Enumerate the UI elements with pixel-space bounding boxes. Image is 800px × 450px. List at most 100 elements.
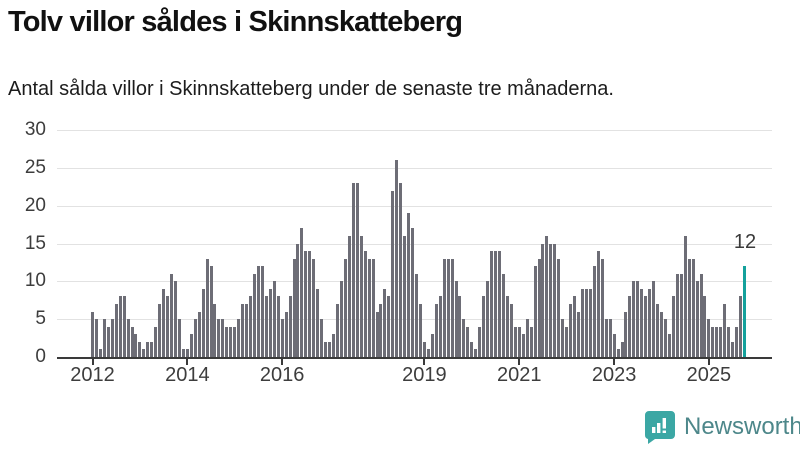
bar — [470, 341, 474, 357]
bar — [533, 266, 537, 357]
newsworthy-logo-icon — [644, 411, 675, 444]
bar — [237, 319, 241, 357]
y-axis-tick-label: 15 — [24, 232, 46, 254]
gridline — [57, 319, 772, 321]
bar — [134, 334, 138, 357]
bar — [620, 341, 624, 357]
bar — [260, 266, 264, 357]
bar — [316, 288, 320, 357]
bar — [296, 243, 300, 357]
bar — [201, 288, 205, 357]
bar — [185, 349, 189, 357]
bar — [383, 288, 387, 357]
y-axis-tick-label: 0 — [35, 346, 46, 367]
gridline — [57, 130, 772, 131]
chart-subtitle: Antal sålda villor i Skinnskatteberg und… — [8, 78, 614, 100]
bar — [569, 304, 573, 357]
bar — [541, 243, 545, 357]
bar — [162, 288, 166, 357]
bar — [304, 251, 308, 357]
bar — [505, 296, 509, 357]
bar — [482, 296, 486, 357]
bar — [584, 288, 588, 357]
bar — [699, 273, 703, 357]
bar — [624, 311, 628, 357]
bar — [253, 273, 256, 357]
bar — [628, 296, 632, 357]
bar — [375, 311, 379, 357]
bar — [300, 228, 304, 357]
bar — [268, 288, 272, 357]
bar — [573, 296, 577, 357]
y-axis-tick-label: 10 — [24, 270, 46, 292]
bar — [288, 296, 292, 357]
bar — [351, 182, 355, 357]
bar — [671, 296, 675, 357]
bar — [324, 341, 328, 357]
gridline — [57, 243, 772, 245]
bar — [181, 349, 185, 357]
bar — [663, 319, 667, 357]
bar — [335, 304, 339, 357]
x-axis-tick — [91, 359, 94, 365]
bar — [209, 266, 213, 357]
x-axis-tick — [613, 359, 616, 365]
bar — [280, 319, 284, 357]
bar — [221, 319, 225, 357]
bar — [537, 258, 541, 357]
bar — [458, 296, 462, 357]
bar — [486, 281, 490, 357]
bar — [363, 251, 367, 357]
bar — [166, 296, 170, 357]
bar — [170, 273, 174, 357]
bar — [106, 326, 110, 357]
bar — [399, 182, 403, 357]
bar — [391, 190, 395, 357]
bar — [652, 281, 656, 357]
bar — [723, 304, 727, 357]
bar — [592, 266, 596, 357]
bar — [371, 258, 375, 357]
bar — [189, 334, 193, 357]
bar — [197, 311, 201, 357]
bar — [130, 326, 134, 357]
bar — [403, 235, 407, 357]
bar — [660, 311, 664, 357]
bar — [415, 273, 419, 357]
bar — [715, 326, 719, 357]
x-axis-tick-label: 2014 — [165, 364, 210, 386]
bar — [498, 251, 501, 357]
bar — [529, 326, 533, 357]
x-axis-tick — [281, 359, 284, 365]
bar — [679, 273, 683, 357]
bar-chart-plot-area — [57, 130, 772, 359]
bar — [474, 349, 478, 357]
bar — [98, 349, 102, 357]
bar — [249, 296, 253, 357]
x-axis-tick-label: 2019 — [402, 364, 447, 386]
bar — [719, 326, 723, 357]
bar — [636, 281, 640, 357]
x-axis-tick-label: 2012 — [70, 364, 115, 386]
bar — [430, 334, 434, 357]
bar — [395, 160, 399, 357]
bar — [703, 296, 707, 357]
bar — [509, 304, 513, 357]
bar — [735, 326, 739, 357]
bar — [138, 341, 142, 357]
bar — [177, 319, 181, 357]
bar — [312, 258, 316, 357]
bar — [118, 296, 122, 357]
bar — [407, 213, 411, 357]
y-axis-tick-label: 5 — [35, 308, 46, 330]
newsworthy-logo: Newsworthy — [644, 410, 800, 444]
bar — [355, 182, 359, 357]
bar — [648, 288, 652, 357]
bar — [549, 243, 553, 357]
page-title: Tolv villor såldes i Skinnskatteberg — [8, 6, 463, 38]
bar — [691, 258, 695, 357]
bar — [616, 349, 620, 357]
gridline — [57, 167, 772, 169]
bar — [707, 319, 711, 357]
bar — [454, 281, 458, 357]
